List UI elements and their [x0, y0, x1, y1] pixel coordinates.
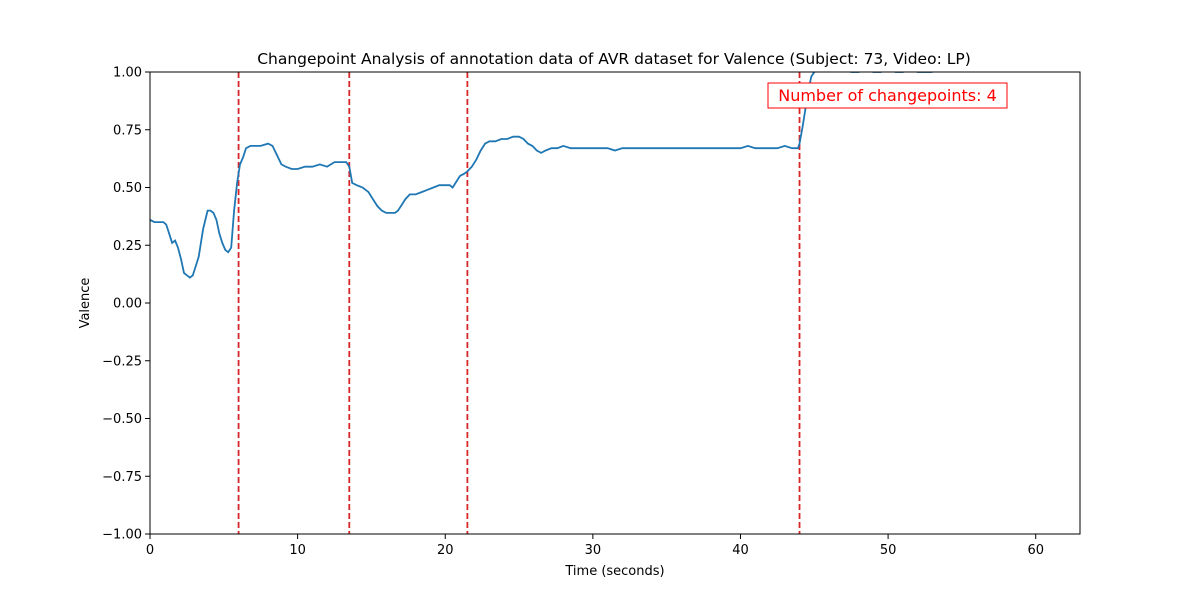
valence-series-line [150, 72, 933, 279]
y-tick-label: −1.00 [102, 528, 142, 543]
changepoint-count-annotation: Number of changepoints: 4 [767, 82, 1008, 109]
annotation-text: Number of changepoints: 4 [778, 86, 997, 105]
changepoint-lines [237, 72, 801, 534]
x-tick-label: 30 [585, 543, 602, 558]
x-tick-label: 0 [146, 543, 154, 558]
y-tick-label: −0.75 [102, 470, 142, 485]
x-tick-label: 50 [880, 543, 897, 558]
plot-frame [149, 71, 1081, 535]
x-tick-label: 40 [732, 543, 749, 558]
x-tick-label: 10 [289, 543, 306, 558]
y-tick-label: −0.25 [102, 354, 142, 369]
y-axis: −1.00 −0.75 −0.50 −0.25 0.00 0.25 0.50 0.75 1.00 [102, 66, 150, 543]
y-tick-label: 0.50 [113, 181, 142, 196]
x-tick-label: 20 [437, 543, 454, 558]
y-tick-label: 0.00 [113, 297, 142, 312]
x-axis-label: Time (seconds) [564, 564, 664, 579]
chart-title: Changepoint Analysis of annotation data … [257, 50, 971, 68]
y-tick-label: 0.75 [113, 123, 142, 138]
x-axis: 0 10 20 30 40 50 60 [146, 534, 1044, 558]
y-tick-label: 0.25 [113, 239, 142, 254]
x-tick-label: 60 [1027, 543, 1044, 558]
y-tick-label: −0.50 [102, 412, 142, 427]
y-tick-label: 1.00 [113, 66, 142, 81]
y-axis-label: Valence [78, 278, 93, 329]
annotation-box [767, 82, 1008, 109]
